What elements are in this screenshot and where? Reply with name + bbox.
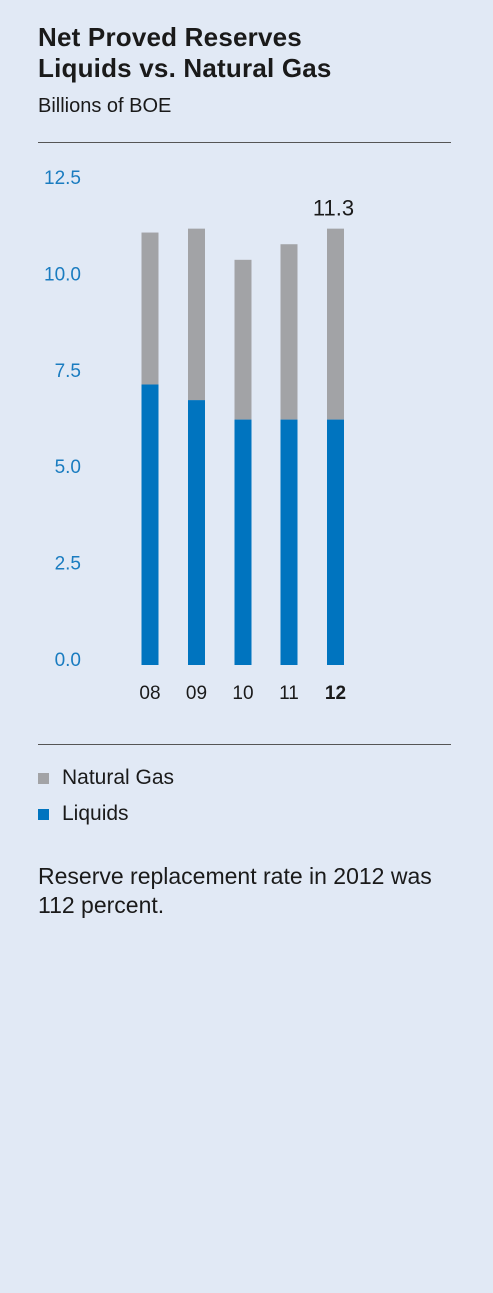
- bar-chart: 0.0 2.5 5.0 7.5 10.0 12.5 08 09 10 11 12 11.3: [44, 168, 354, 704]
- legend-swatch-natural-gas: [38, 772, 49, 784]
- bar-natural-gas-11: [280, 244, 298, 420]
- x-tick-label-11: 11: [279, 683, 299, 704]
- bar-natural-gas-10: [234, 259, 252, 420]
- y-tick-label: 7.5: [55, 361, 81, 382]
- top-divider: [38, 142, 451, 143]
- bar-liquids-12: [327, 419, 344, 665]
- y-tick-label: 0.0: [55, 650, 81, 671]
- y-tick-label: 10.0: [44, 264, 81, 285]
- y-tick-label: 5.0: [55, 457, 81, 478]
- chart-title: Net Proved Reserves Liquids vs. Natural …: [38, 22, 332, 84]
- bar-liquids-10: [234, 419, 252, 665]
- legend-item-natural-gas: Natural Gas: [38, 760, 174, 796]
- bar-natural-gas-08: [141, 232, 159, 385]
- bar-liquids-08: [141, 384, 159, 665]
- y-tick-label: 2.5: [55, 554, 81, 575]
- chart-subtitle: Billions of BOE: [38, 95, 172, 117]
- bar-liquids-09: [188, 400, 205, 665]
- x-tick-label-10: 10: [232, 683, 253, 704]
- bar-liquids-11: [280, 419, 298, 665]
- x-tick-label-12: 12: [325, 683, 346, 704]
- legend-swatch-liquids: [38, 808, 49, 820]
- title-line-1: Net Proved Reserves: [38, 22, 302, 52]
- footnote: Reserve replacement rate in 2012 was 112…: [38, 863, 432, 918]
- legend-label-liquids: Liquids: [62, 802, 129, 825]
- legend: Natural Gas Liquids: [38, 760, 174, 832]
- legend-item-liquids: Liquids: [38, 796, 174, 832]
- bar-natural-gas-12: [327, 228, 344, 420]
- legend-label-natural-gas: Natural Gas: [62, 766, 175, 789]
- bar-natural-gas-09: [188, 228, 205, 401]
- y-tick-label: 12.5: [44, 168, 81, 189]
- x-tick-label-08: 08: [139, 683, 160, 704]
- x-tick-label-09: 09: [186, 683, 207, 704]
- bottom-divider: [38, 744, 451, 745]
- data-label-12: 11.3: [313, 196, 354, 221]
- title-line-2: Liquids vs. Natural Gas: [38, 53, 332, 83]
